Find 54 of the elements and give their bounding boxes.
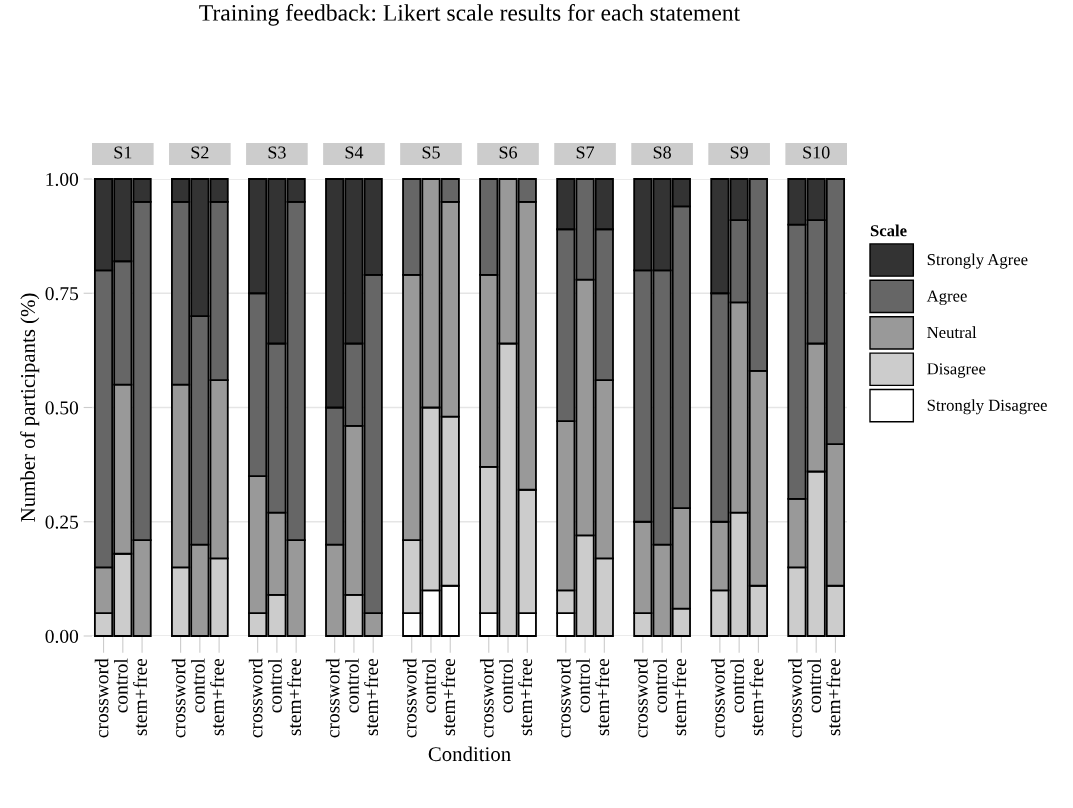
y-axis-title: Number of participants (%) xyxy=(20,293,40,522)
chart-title: Training feedback: Likert scale results for each statement xyxy=(199,4,741,26)
x-tick-label: stem+free xyxy=(518,658,533,736)
x-tick-label: control xyxy=(268,658,282,713)
x-tick-label: stem+free xyxy=(287,658,302,736)
x-tick-label: stem+free xyxy=(364,658,379,736)
x-tick-label: crossword xyxy=(634,658,648,738)
x-tick-label: stem+free xyxy=(595,658,610,736)
x-tick-label: control xyxy=(422,658,436,713)
legend-label: Strongly Agree xyxy=(927,253,1028,269)
text: S10 xyxy=(803,146,830,159)
legend-label: Disagree xyxy=(927,363,986,378)
x-tick-label: crossword xyxy=(711,658,725,738)
x-tick-label: control xyxy=(653,658,667,713)
x-tick-label: crossword xyxy=(402,658,417,738)
legend-label: Strongly Disagree xyxy=(927,399,1047,415)
text: S8 xyxy=(653,146,671,159)
text: S9 xyxy=(730,146,748,159)
text: S5 xyxy=(422,146,440,159)
y-tick-label: 0.25 xyxy=(45,515,79,529)
y-tick-label: 0.00 xyxy=(45,629,79,644)
x-tick-label: stem+free xyxy=(133,658,147,736)
x-tick-label: crossword xyxy=(788,658,802,738)
y-tick-label: 0.50 xyxy=(45,401,79,415)
x-tick-label: crossword xyxy=(479,658,494,738)
x-tick-label: control xyxy=(730,658,745,713)
x-tick-label: crossword xyxy=(248,658,263,738)
x-tick-label: stem+free xyxy=(441,658,456,736)
x-tick-label: crossword xyxy=(171,658,186,738)
text: S2 xyxy=(191,146,209,159)
x-tick-label: control xyxy=(345,658,359,713)
x-axis-title: Condition xyxy=(428,746,511,762)
x-tick-label: control xyxy=(576,658,590,713)
text: S7 xyxy=(576,146,595,159)
text: S6 xyxy=(499,146,518,159)
x-tick-label: crossword xyxy=(94,658,109,738)
y-tick-label: 0.75 xyxy=(45,287,79,301)
text: S3 xyxy=(268,146,286,159)
legend-label: Agree xyxy=(926,290,967,306)
x-tick-label: control xyxy=(191,658,205,713)
text: S1 xyxy=(114,146,132,159)
text: S4 xyxy=(345,146,364,159)
x-tick-label: stem+free xyxy=(210,658,224,736)
legend-title: Scale xyxy=(870,224,907,237)
x-tick-label: crossword xyxy=(556,658,571,738)
x-tick-label: control xyxy=(114,658,128,713)
x-tick-label: control xyxy=(499,658,513,713)
y-tick-label: 1.00 xyxy=(46,172,79,187)
x-tick-label: stem+free xyxy=(672,658,687,736)
x-tick-label: control xyxy=(807,658,822,713)
x-tick-label: stem+free xyxy=(749,658,764,736)
x-tick-label: crossword xyxy=(325,658,340,738)
x-tick-label: stem+free xyxy=(826,658,841,736)
legend-label: Neutral xyxy=(927,326,977,339)
